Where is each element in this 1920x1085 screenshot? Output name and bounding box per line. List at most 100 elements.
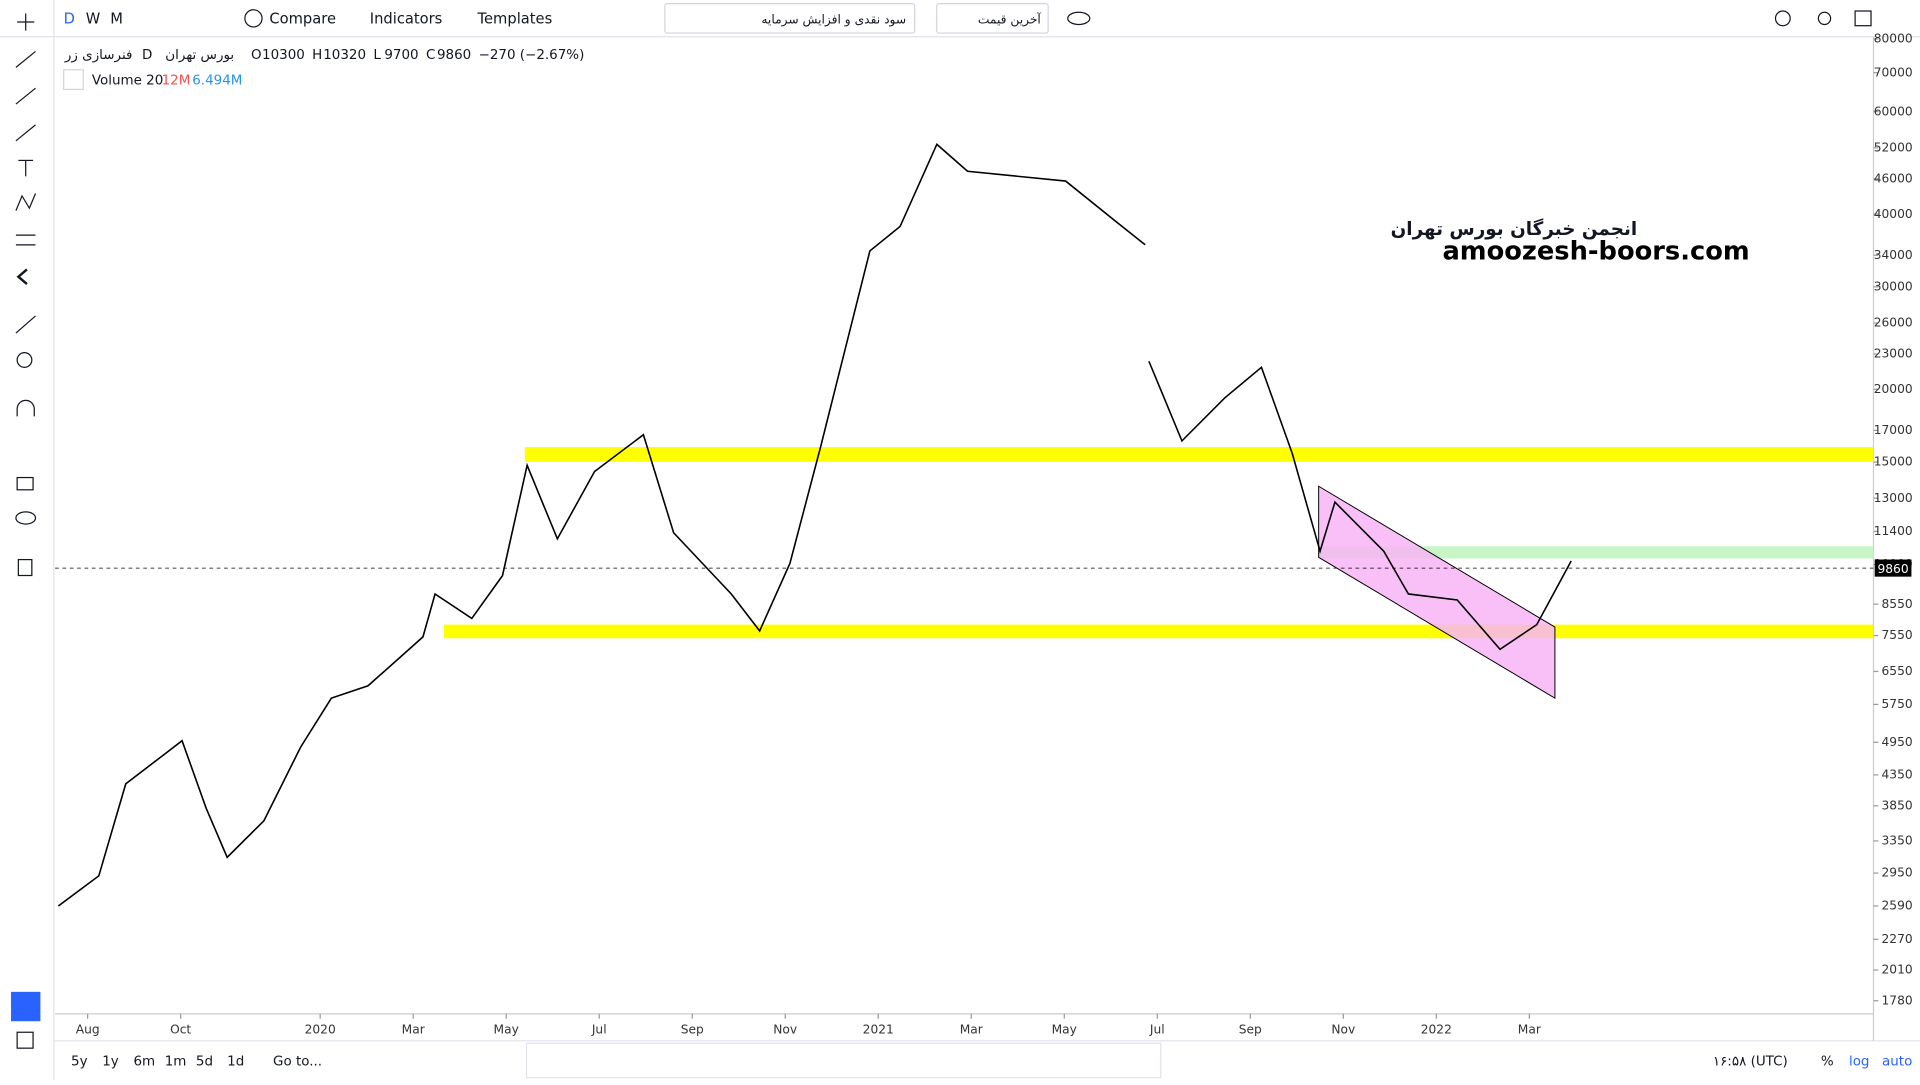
x-tick-label: 2021 — [863, 1022, 894, 1036]
y-tick-label: 80000 — [1874, 32, 1913, 46]
y-tick-label: 2010 — [1882, 963, 1913, 977]
y-tick-label: 17000 — [1874, 423, 1913, 437]
goto-button[interactable]: Go to... — [273, 1054, 322, 1069]
ohlc-key: L — [373, 48, 381, 63]
legend-interval: D — [142, 48, 152, 63]
y-tick-label: 2270 — [1882, 932, 1913, 946]
interval-button[interactable]: D — [64, 10, 75, 27]
x-tick-label: Mar — [960, 1022, 984, 1036]
tool-icon[interactable] — [16, 1031, 34, 1049]
left-toolbar — [11, 13, 41, 1049]
x-tick-label: Mar — [1518, 1022, 1542, 1036]
compare-icon[interactable] — [244, 9, 263, 28]
snapshot-icon[interactable] — [1854, 10, 1872, 27]
zone — [524, 446, 1874, 462]
channel — [1318, 485, 1556, 700]
tool-icon[interactable] — [15, 511, 37, 525]
templates-button[interactable]: Templates — [477, 10, 553, 27]
eye-icon[interactable] — [1067, 11, 1091, 26]
y-tick-label: 26000 — [1874, 316, 1913, 330]
x-tick-label: Nov — [773, 1022, 797, 1036]
ohlc-value: 9860 — [437, 48, 471, 63]
collapse-button[interactable] — [63, 69, 84, 91]
ohlc-key: H — [312, 48, 322, 63]
x-tick-label: Nov — [1331, 1022, 1355, 1036]
price-line — [57, 143, 1572, 907]
legend-change: −270 (−2.67%) — [479, 48, 585, 63]
interval-button[interactable]: W — [86, 10, 101, 27]
range-button[interactable]: 1m — [165, 1054, 187, 1069]
favorites-button[interactable] — [11, 991, 41, 1022]
y-tick-label: 2590 — [1882, 899, 1913, 913]
compare-button[interactable]: Compare — [269, 10, 336, 27]
range-button[interactable]: 6m — [133, 1054, 155, 1069]
range-button[interactable]: 5y — [71, 1054, 88, 1069]
x-tick-label: 2020 — [305, 1022, 336, 1036]
tool-icon[interactable] — [16, 399, 35, 417]
log-button[interactable]: log — [1849, 1054, 1870, 1069]
adjust-dropdown[interactable] — [664, 3, 916, 34]
price-type-dropdown[interactable] — [936, 3, 1049, 34]
y-tick-label: 5750 — [1882, 697, 1913, 711]
watermark-text: انجمن خبرگان بورس تهران — [1391, 218, 1638, 240]
y-tick-label: 1780 — [1882, 993, 1913, 1007]
tool-icon[interactable] — [15, 50, 36, 68]
y-tick-label: 15000 — [1874, 455, 1913, 469]
x-tick-label: Sep — [1239, 1022, 1262, 1036]
ohlc-value: 9700 — [384, 48, 418, 63]
settings-icon[interactable] — [1774, 10, 1791, 27]
interval-button[interactable]: M — [110, 10, 123, 27]
y-tick-label: 20000 — [1874, 382, 1913, 396]
x-tick-label: May — [1052, 1022, 1077, 1036]
ohlc-key: O — [251, 48, 262, 63]
legend-symbol: فنرسازی زر — [64, 48, 133, 63]
x-tick-label: May — [494, 1022, 519, 1036]
x-tick-label: Aug — [76, 1022, 100, 1036]
y-tick-label: 3350 — [1882, 834, 1913, 848]
ohlc-value: 10320 — [323, 48, 366, 63]
tool-icon[interactable] — [15, 315, 36, 334]
volume-value: 12M — [162, 73, 191, 88]
last-price-label: 9860 — [1877, 562, 1908, 576]
y-tick-label: 3850 — [1882, 798, 1913, 812]
y-tick-label: 70000 — [1874, 65, 1913, 79]
y-tick-label: 4950 — [1882, 735, 1913, 749]
share-icon[interactable] — [1817, 11, 1832, 26]
zone — [443, 624, 1874, 639]
x-tick-label: Jul — [1149, 1022, 1165, 1036]
range-button[interactable]: 5d — [196, 1054, 213, 1069]
y-tick-label: 2950 — [1882, 866, 1913, 880]
bottom-bar: 5y 1y 6m 1m 5d 1d — [71, 1054, 244, 1069]
y-tick-label: 7550 — [1882, 628, 1913, 642]
clock: ۱۶:۵۸ (UTC) — [1713, 1054, 1788, 1069]
range-button[interactable]: 1y — [102, 1054, 119, 1069]
adjust-label: سود نقدی و افزایش سرمایه — [761, 12, 906, 27]
tool-icon[interactable] — [15, 193, 37, 211]
y-tick-label: 30000 — [1874, 280, 1913, 294]
tool-icon[interactable] — [17, 558, 33, 577]
drawing-toolbar — [525, 1042, 1162, 1079]
y-tick-label: 4350 — [1882, 768, 1913, 782]
y-tick-label: 13000 — [1874, 491, 1913, 505]
last-price-box — [1874, 559, 1912, 577]
y-tick-label: 8550 — [1882, 597, 1913, 611]
x-tick-label: 2022 — [1421, 1022, 1452, 1036]
percent-button[interactable]: % — [1821, 1054, 1834, 1069]
indicators-button[interactable]: Indicators — [370, 10, 443, 27]
y-tick-label: 23000 — [1874, 347, 1913, 361]
tool-icon[interactable] — [15, 124, 36, 142]
auto-button[interactable]: auto — [1882, 1054, 1912, 1069]
ohlc-value: 10300 — [262, 48, 305, 63]
y-tick-label: 40000 — [1874, 207, 1913, 221]
ohlc-key: C — [426, 48, 435, 63]
tool-icon[interactable] — [16, 352, 33, 368]
tool-icon[interactable] — [15, 87, 36, 105]
tool-icon[interactable] — [16, 268, 28, 286]
y-tick-label: 46000 — [1874, 171, 1913, 185]
x-tick-label: Jul — [591, 1022, 607, 1036]
tool-icon[interactable] — [16, 476, 34, 491]
range-button[interactable]: 1d — [227, 1054, 244, 1069]
